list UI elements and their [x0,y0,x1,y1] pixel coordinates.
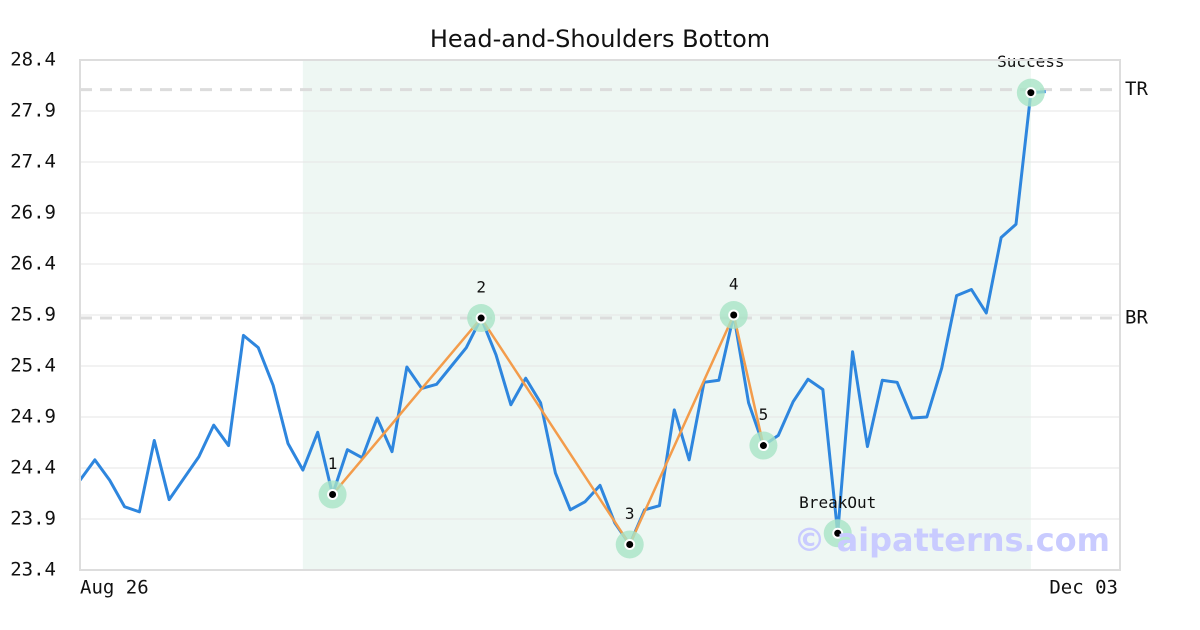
pattern-point [757,440,769,452]
pattern-point [327,489,339,501]
y-tick-label: 24.9 [10,406,56,428]
event-point [832,527,844,539]
plot-frame [79,59,1121,571]
level-label: TR [1125,78,1148,100]
pattern-point [728,309,740,321]
pattern-point-label: 1 [328,454,338,473]
y-tick-label: 25.4 [10,355,56,377]
x-tick-label: Aug 26 [80,577,149,599]
pattern-point-label: 5 [759,405,769,424]
y-tick-label: 23.9 [10,508,56,530]
pattern-point-label: 2 [476,278,486,297]
event-point-label: BreakOut [799,493,876,512]
y-tick-label: 25.9 [10,304,56,326]
pattern-point-label: 4 [729,275,739,294]
pattern-point [475,312,487,324]
y-tick-label: 27.9 [10,100,56,122]
level-label: BR [1125,307,1148,329]
y-tick-label: 28.4 [10,49,56,71]
y-tick-label: 27.4 [10,151,56,173]
pattern-point-label: 3 [625,504,635,523]
watermark: © aipatterns.com [793,521,1110,559]
price-line [78,90,1046,546]
chart-title: Head-and-Shoulders Bottom [430,25,770,53]
y-tick-label: 23.4 [10,559,56,581]
y-tick-label: 26.9 [10,202,56,224]
y-tick-label: 24.4 [10,457,56,479]
pattern-point [624,539,636,550]
event-point [1025,87,1037,99]
x-tick-label: Dec 03 [1049,577,1118,599]
event-point-label: Success [997,52,1064,71]
y-tick-label: 26.4 [10,253,56,275]
